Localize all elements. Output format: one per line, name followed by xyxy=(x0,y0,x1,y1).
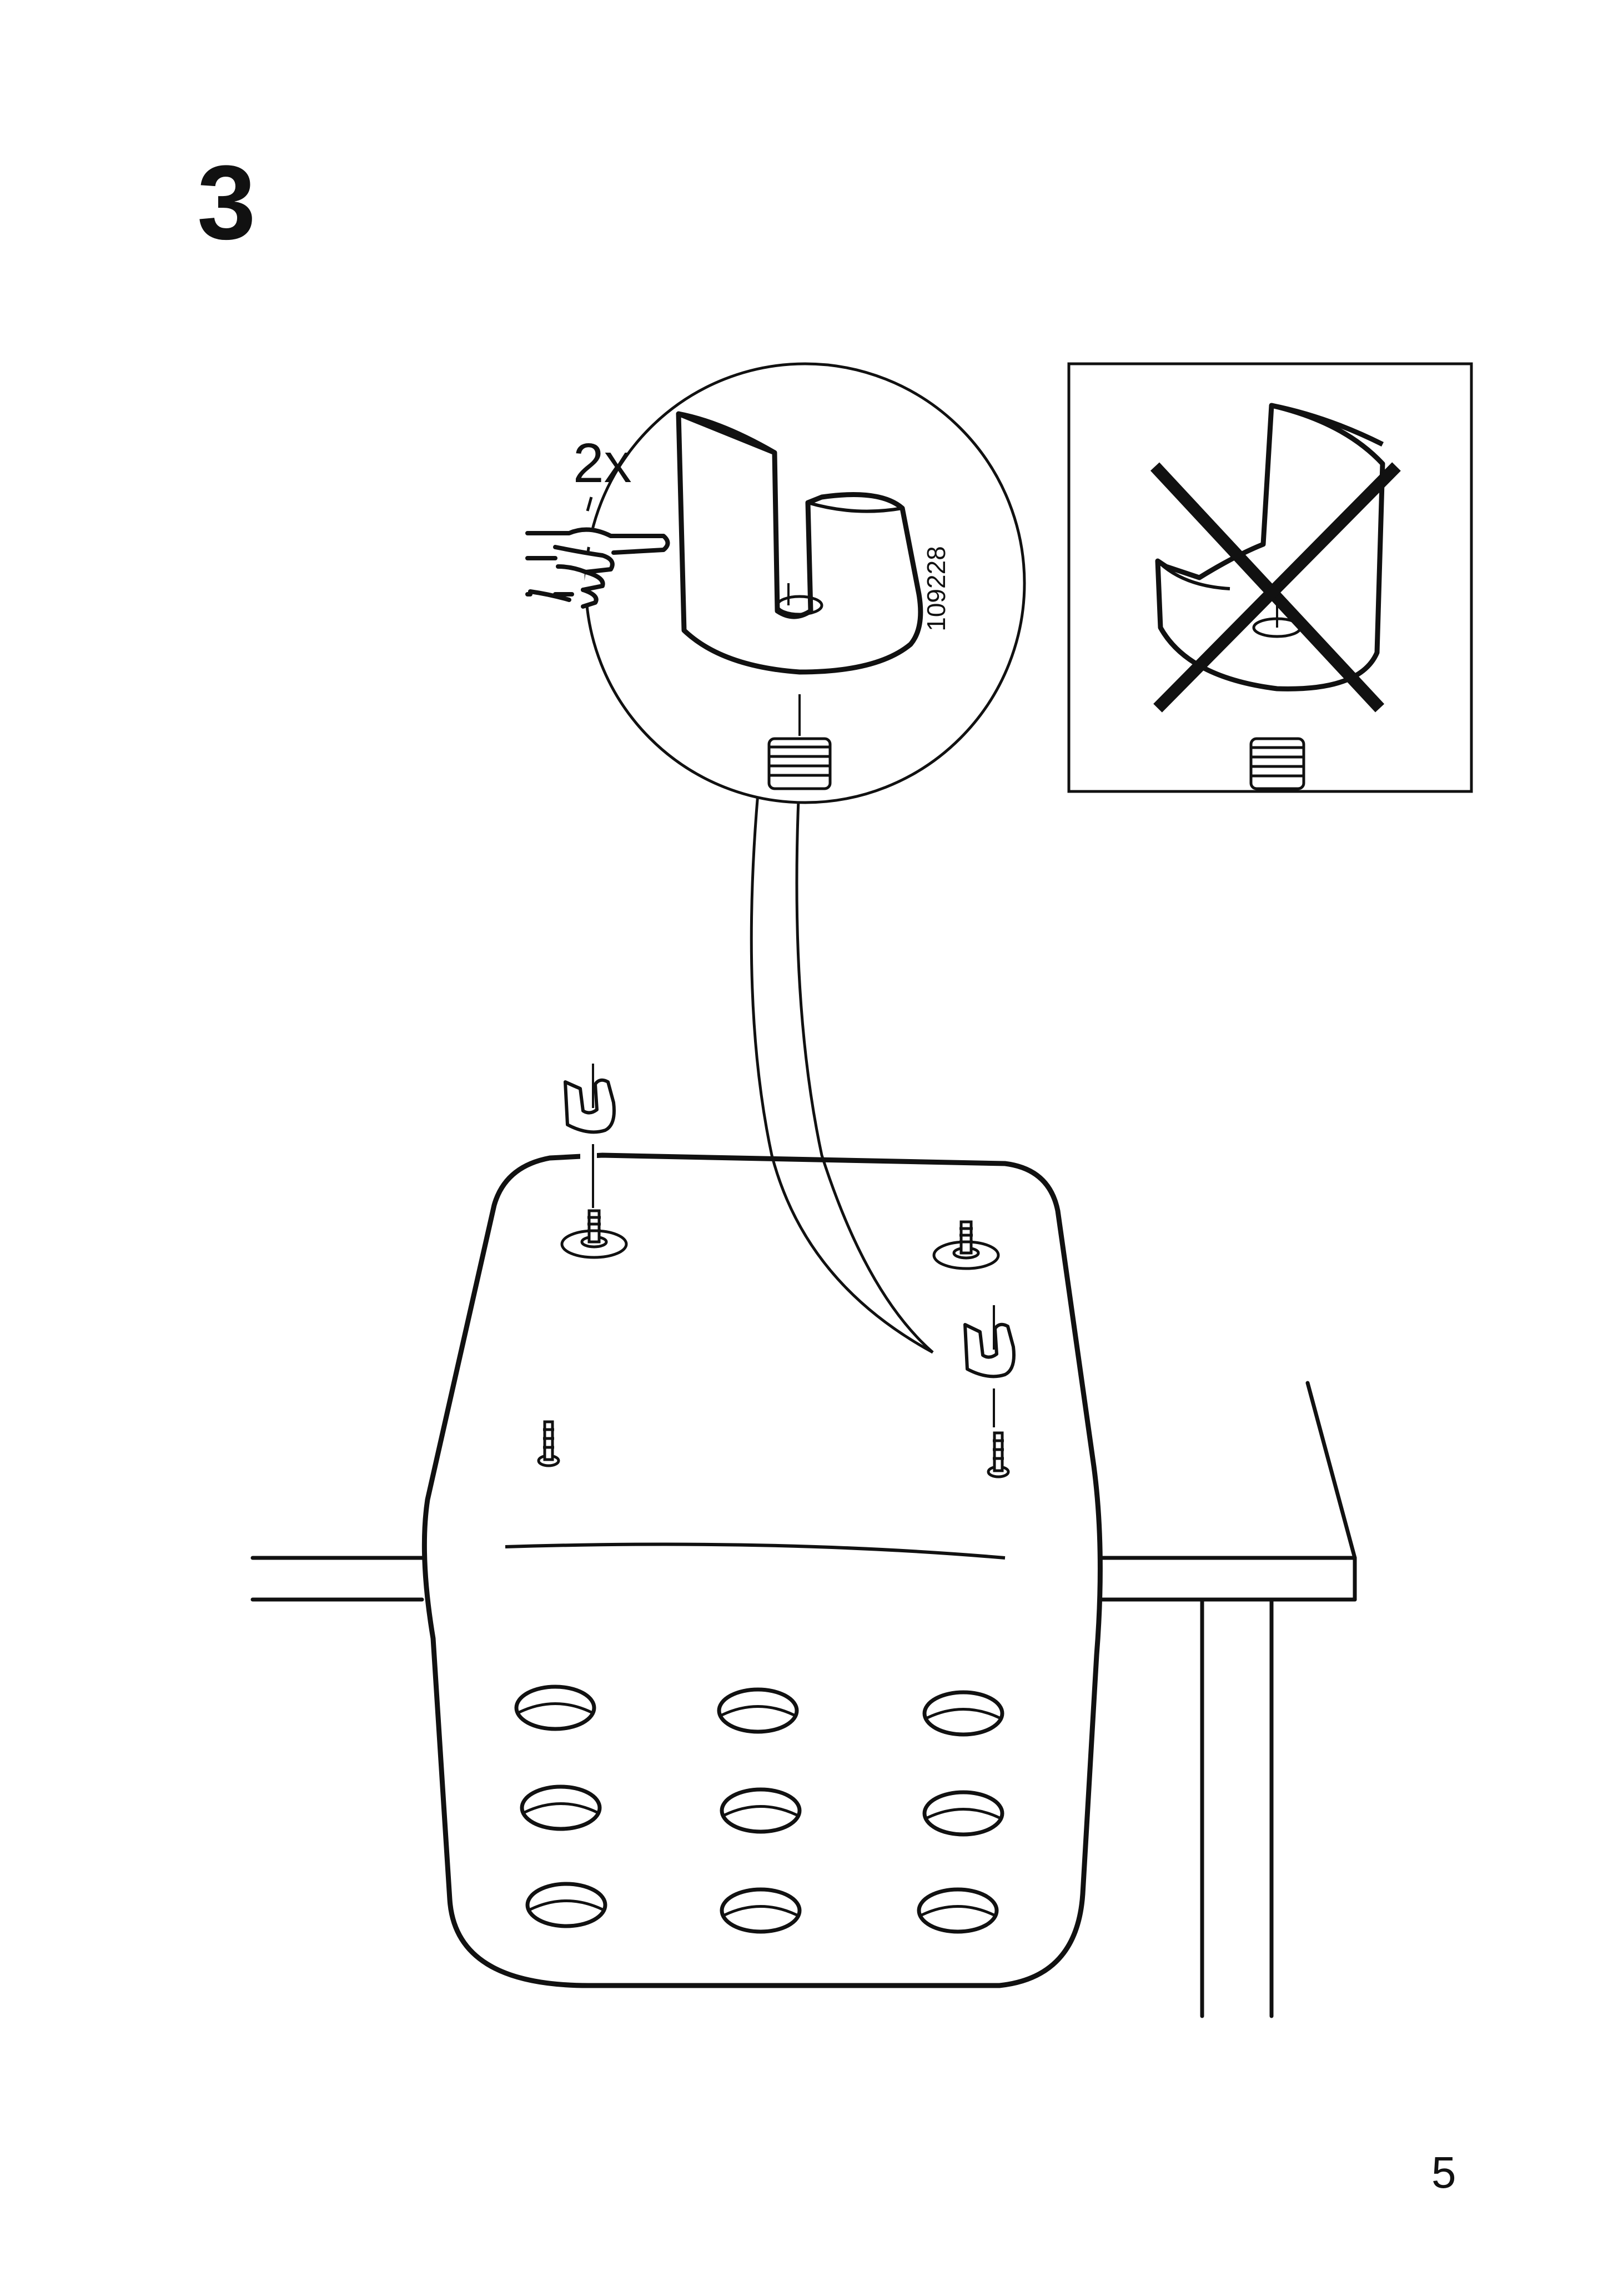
detail-callout: 109228 xyxy=(584,362,1026,804)
callout-leader xyxy=(750,774,934,1354)
stud-front-right xyxy=(932,1220,1000,1270)
quantity-label: 2x xyxy=(573,432,632,494)
screw-back-right xyxy=(987,1431,1010,1478)
threaded-stud-wrong xyxy=(1249,737,1305,790)
glider-cap-left xyxy=(564,1064,616,1208)
seat-holes xyxy=(514,1685,1004,1934)
glider-cap-right xyxy=(963,1305,1016,1427)
chair-seat xyxy=(421,1152,1103,1988)
pointing-hand-icon xyxy=(525,527,670,609)
threaded-stud xyxy=(767,694,832,790)
quantity-tick xyxy=(586,497,593,512)
glider-cap-detail xyxy=(676,411,923,675)
part-number: 109228 xyxy=(922,546,951,631)
table xyxy=(250,1381,1357,2018)
page-number: 5 xyxy=(1431,2148,1456,2197)
step-number: 3 xyxy=(197,144,256,262)
screw-back-left xyxy=(537,1420,560,1467)
glider-cap-wrong xyxy=(1155,403,1385,691)
cross-out-icon xyxy=(1150,462,1401,713)
incorrect-orientation-box xyxy=(1067,362,1473,793)
stud-front-left xyxy=(560,1209,628,1259)
